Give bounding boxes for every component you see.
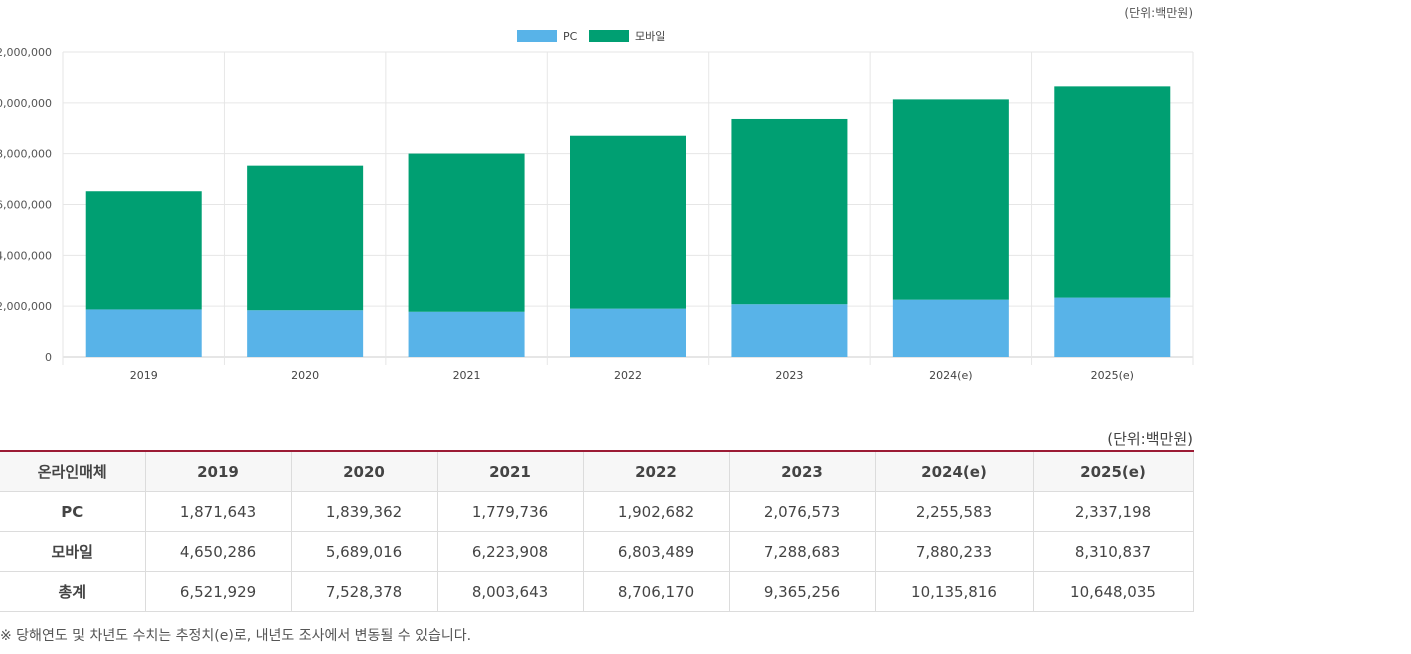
bar-pc xyxy=(408,311,525,357)
table-cell: 1,871,643 xyxy=(145,491,292,532)
footnote: ※ 당해연도 및 차년도 수치는 추정치(e)로, 내년도 조사에서 변동될 수… xyxy=(0,628,472,644)
table-cell: 2,076,573 xyxy=(729,491,876,532)
legend-swatch xyxy=(517,30,557,42)
table-header-row: 온라인매체 2019 2020 2021 2022 2023 2024(e) 2… xyxy=(0,451,1194,492)
x-tick-label: 2023 xyxy=(775,369,803,382)
table-cell: 7,528,378 xyxy=(291,571,438,612)
y-tick-label: 2,000,000 xyxy=(0,300,52,313)
legend-label: PC xyxy=(563,30,578,43)
table-cell: 6,223,908 xyxy=(437,531,584,572)
table-cell: 4,650,286 xyxy=(145,531,292,572)
header-cell-year: 2021 xyxy=(437,451,584,492)
table-cell: 5,689,016 xyxy=(291,531,438,572)
table-cell: 9,365,256 xyxy=(729,571,876,612)
y-tick-label: 8,000,000 xyxy=(0,148,52,161)
header-cell-year: 2025(e) xyxy=(1033,451,1194,492)
table-cell: 6,803,489 xyxy=(583,531,730,572)
legend-label: 모바일 xyxy=(635,29,665,43)
table-cell: 10,135,816 xyxy=(875,571,1034,612)
y-tick-label: 0 xyxy=(45,351,52,364)
table-row-mobile: 모바일 4,650,286 5,689,016 6,223,908 6,803,… xyxy=(0,531,1194,572)
table-cell: 6,521,929 xyxy=(145,571,292,612)
table-cell: 8,706,170 xyxy=(583,571,730,612)
header-cell-year: 2020 xyxy=(291,451,438,492)
y-tick-label: 4,000,000 xyxy=(0,249,52,262)
table-cell: 7,880,233 xyxy=(875,531,1034,572)
header-cell-media: 온라인매체 xyxy=(0,451,146,492)
bar-pc xyxy=(731,304,848,357)
bar-pc xyxy=(247,310,364,357)
row-label: 총계 xyxy=(0,571,146,612)
bar-mobile xyxy=(892,99,1009,300)
bar-pc xyxy=(892,299,1009,357)
table-cell: 1,902,682 xyxy=(583,491,730,532)
table-cell: 8,003,643 xyxy=(437,571,584,612)
bar-pc xyxy=(85,309,202,357)
table-row-total: 총계 6,521,929 7,528,378 8,003,643 8,706,1… xyxy=(0,571,1194,612)
bar-mobile xyxy=(1054,86,1171,298)
bar-mobile xyxy=(731,118,848,305)
header-cell-year: 2023 xyxy=(729,451,876,492)
table-cell: 1,779,736 xyxy=(437,491,584,532)
chart-unit-label: (단위:백만원) xyxy=(1124,6,1193,20)
table-row-pc: PC 1,871,643 1,839,362 1,779,736 1,902,6… xyxy=(0,491,1194,532)
table-cell: 10,648,035 xyxy=(1033,571,1194,612)
table-cell: 2,255,583 xyxy=(875,491,1034,532)
header-cell-year: 2024(e) xyxy=(875,451,1034,492)
bar-mobile xyxy=(570,135,686,309)
y-tick-label: 6,000,000 xyxy=(0,199,52,212)
bar-pc xyxy=(1054,297,1171,357)
x-tick-label: 2019 xyxy=(130,369,158,382)
x-tick-label: 2020 xyxy=(291,369,319,382)
bar-mobile xyxy=(85,191,202,310)
bar-mobile xyxy=(247,165,364,311)
table-cell: 8,310,837 xyxy=(1033,531,1194,572)
row-label: 모바일 xyxy=(0,531,146,572)
x-tick-label: 2022 xyxy=(614,369,642,382)
table-cell: 2,337,198 xyxy=(1033,491,1194,532)
table-unit-label: (단위:백만원) xyxy=(1107,430,1193,448)
x-tick-label: 2024(e) xyxy=(929,369,972,382)
stacked-bar-chart: 0 2,000,000 4,000,000 6,000,000 8,000,000 10,… xyxy=(0,29,1194,382)
row-label: PC xyxy=(0,491,146,532)
y-tick-label: 12,000,000 xyxy=(0,46,52,59)
x-tick-label: 2025(e) xyxy=(1091,369,1134,382)
header-cell-year: 2022 xyxy=(583,451,730,492)
table-cell: 7,288,683 xyxy=(729,531,876,572)
header-cell-year: 2019 xyxy=(145,451,292,492)
x-tick-label: 2021 xyxy=(453,369,481,382)
bar-pc xyxy=(570,308,686,357)
y-tick-label: 10,000,000 xyxy=(0,97,52,110)
bar-mobile xyxy=(408,153,525,312)
data-table: 온라인매체 2019 2020 2021 2022 2023 2024(e) 2… xyxy=(0,450,1194,612)
legend-swatch xyxy=(589,30,629,42)
table-cell: 1,839,362 xyxy=(291,491,438,532)
